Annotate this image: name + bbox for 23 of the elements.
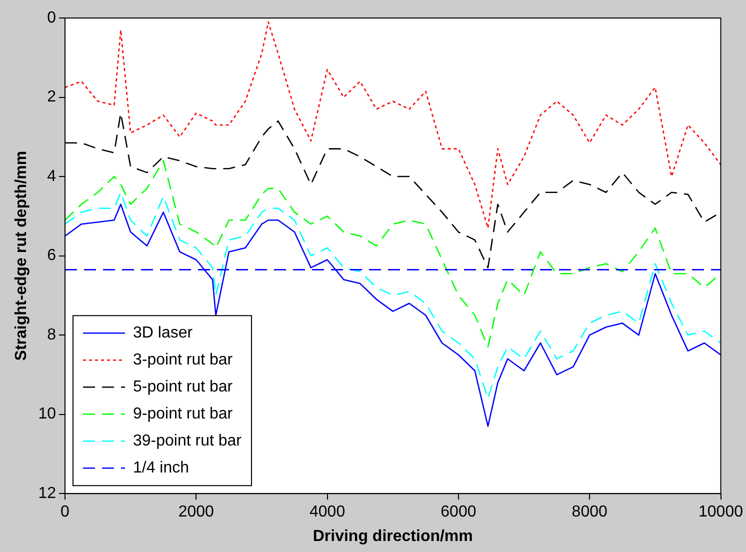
y-tick-label: 2 (47, 88, 56, 106)
legend-label: 39-point rut bar (132, 432, 242, 450)
y-tick-label: 12 (38, 485, 56, 502)
y-axis-title: Straight-edge rut depth/mm (13, 150, 30, 361)
y-tick-label: 8 (47, 326, 56, 344)
x-tick-label: 10000 (698, 504, 744, 521)
y-tick-label: 4 (47, 168, 56, 185)
x-tick-label: 4000 (310, 504, 346, 521)
legend-label: 3D laser (132, 324, 194, 342)
y-tick-label: 6 (47, 247, 56, 264)
y-tick-label: 10 (38, 406, 56, 423)
legend-label: 1/4 inch (132, 460, 190, 477)
legend-label: 5-point rut bar (132, 378, 234, 396)
x-axis-title: Driving direction/mm (312, 528, 473, 545)
legend-label: 9-point rut bar (132, 406, 234, 423)
x-tick-label: 6000 (440, 504, 476, 521)
line-series (64, 21, 721, 229)
x-tick-label: 2000 (178, 504, 214, 521)
y-tick-label: 0 (47, 9, 56, 26)
legend-label: 3-point rut bar (132, 352, 234, 369)
x-tick-label: 8000 (572, 504, 608, 521)
x-tick-label: 0 (60, 504, 70, 521)
line-series (64, 192, 721, 400)
